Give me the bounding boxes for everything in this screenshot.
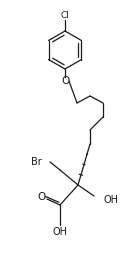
Text: Br: Br: [31, 157, 42, 167]
Text: OH: OH: [52, 227, 67, 237]
Text: O: O: [37, 192, 45, 202]
Text: OH: OH: [104, 195, 119, 205]
Text: O: O: [61, 76, 69, 86]
Text: Cl: Cl: [61, 11, 69, 20]
